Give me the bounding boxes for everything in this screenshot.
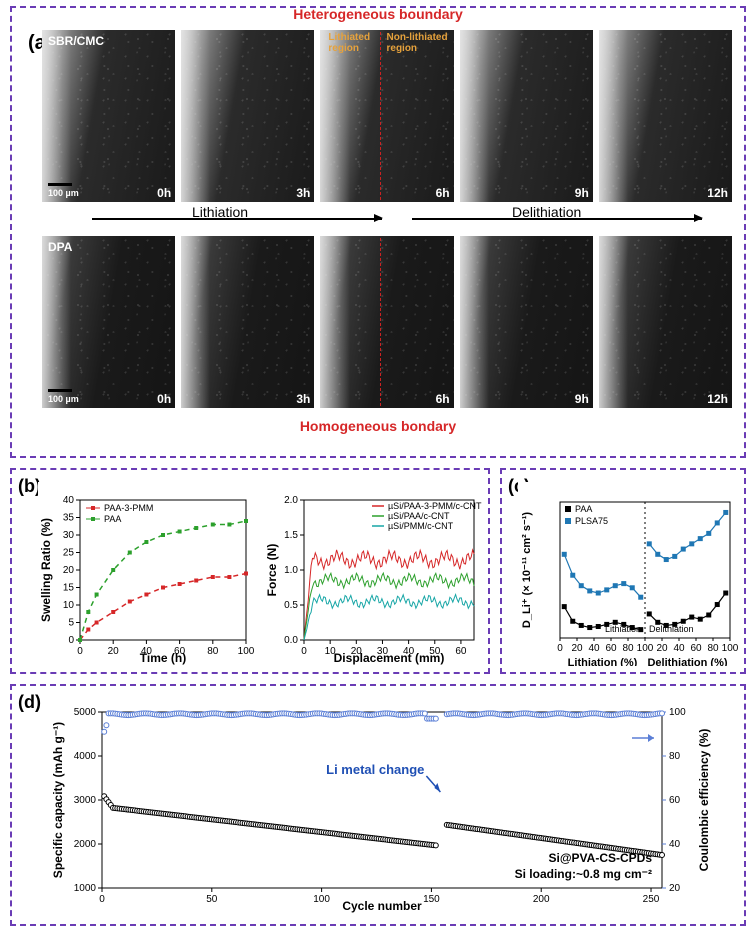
panel-d: (d) 0 50 100 150 200 250 1000 2000 3000 4000 5000 2…	[10, 684, 746, 926]
svg-text:60: 60	[605, 643, 617, 654]
svg-text:80: 80	[622, 643, 634, 654]
svg-text:20: 20	[571, 643, 583, 654]
svg-text:0: 0	[77, 646, 83, 657]
svg-text:Cycle number: Cycle number	[342, 899, 422, 913]
svg-text:1.0: 1.0	[284, 565, 298, 576]
svg-text:Lithiation (%): Lithiation (%)	[568, 657, 638, 666]
svg-text:250: 250	[643, 894, 660, 905]
svg-text:0: 0	[557, 643, 563, 654]
micrograph: 100 µmSBR/CMC0h	[42, 30, 175, 202]
svg-text:4000: 4000	[74, 751, 97, 762]
svg-text:100: 100	[722, 643, 739, 654]
micrograph: 3h	[181, 30, 314, 202]
svg-text:PAA: PAA	[575, 504, 592, 514]
svg-text:Delithiation: Delithiation	[649, 624, 694, 634]
svg-text:50: 50	[206, 894, 218, 905]
svg-text:µSi/PAA/c-CNT: µSi/PAA/c-CNT	[388, 511, 450, 521]
micrograph: 9h	[460, 30, 593, 202]
svg-text:Displacement (mm): Displacement (mm)	[334, 651, 445, 665]
svg-text:Force (N): Force (N)	[265, 544, 279, 597]
svg-text:PAA: PAA	[104, 514, 121, 524]
svg-text:PLSA75: PLSA75	[575, 516, 608, 526]
svg-text:0.5: 0.5	[284, 600, 298, 611]
swelling-plot: 0204060801000510152025303540Time (h)Swel…	[38, 482, 254, 666]
sbr-cmc-row: 100 µmSBR/CMC0h3hLithiatedregionNon-lith…	[42, 30, 732, 202]
micrograph: LithiatedregionNon-lithiatedregion6h	[320, 30, 453, 202]
svg-text:5000: 5000	[74, 707, 97, 718]
svg-text:Li metal change: Li metal change	[326, 762, 424, 777]
panel-b: (b) 0204060801000510152025303540Time (h)…	[10, 468, 490, 674]
svg-text:60: 60	[455, 646, 467, 657]
svg-text:80: 80	[669, 751, 681, 762]
svg-text:40: 40	[669, 839, 681, 850]
svg-text:1000: 1000	[74, 883, 97, 894]
svg-text:40: 40	[588, 643, 600, 654]
svg-text:Coulombic efficiency (%): Coulombic efficiency (%)	[697, 729, 711, 872]
svg-text:Si loading:~0.8 mg cm⁻²: Si loading:~0.8 mg cm⁻²	[515, 867, 652, 881]
svg-text:1.5: 1.5	[284, 530, 298, 541]
panel-c: (c) 02020404060608080100100Lithiation (%…	[500, 468, 746, 674]
svg-text:5: 5	[68, 618, 74, 629]
svg-text:100: 100	[637, 643, 654, 654]
svg-text:0.0: 0.0	[284, 635, 298, 646]
micrograph: 9h	[460, 236, 593, 408]
lithiation-label: Lithiation	[192, 204, 248, 220]
svg-text:150: 150	[423, 894, 440, 905]
svg-text:25: 25	[63, 548, 75, 559]
svg-text:0: 0	[301, 646, 307, 657]
svg-text:20: 20	[669, 883, 681, 894]
svg-text:60: 60	[690, 643, 702, 654]
svg-text:200: 200	[533, 894, 550, 905]
svg-text:3000: 3000	[74, 795, 97, 806]
svg-text:60: 60	[669, 795, 681, 806]
peel-plot: 01020304050600.00.51.01.52.0Displacement…	[264, 482, 482, 666]
panel-a: Heterogeneous boundary (a) 100 µmSBR/CMC…	[10, 6, 746, 458]
svg-text:2000: 2000	[74, 839, 97, 850]
micrograph: 12h	[599, 236, 732, 408]
svg-text:0: 0	[68, 635, 74, 646]
svg-text:100: 100	[313, 894, 330, 905]
svg-text:80: 80	[707, 643, 719, 654]
svg-text:Si@PVA-CS-CPDs: Si@PVA-CS-CPDs	[549, 851, 653, 865]
diffusion-plot: 02020404060608080100100Lithiation (%)Del…	[518, 482, 740, 666]
svg-text:Delithiation (%): Delithiation (%)	[647, 657, 727, 666]
svg-text:40: 40	[673, 643, 685, 654]
svg-text:35: 35	[63, 513, 75, 524]
svg-text:20: 20	[108, 646, 120, 657]
cycling-plot: 0 50 100 150 200 250 1000 2000 3000 4000 5000 20 40 6…	[46, 696, 724, 918]
svg-text:20: 20	[63, 565, 75, 576]
svg-text:Specific capacity (mAh g⁻¹): Specific capacity (mAh g⁻¹)	[51, 722, 65, 878]
svg-text:80: 80	[207, 646, 219, 657]
dpa-row: 100 µmDPA0h3h6h9h12h	[42, 236, 732, 408]
panel-d-label: (d)	[18, 692, 41, 713]
svg-text:PAA-3-PMM: PAA-3-PMM	[104, 503, 153, 513]
svg-text:100: 100	[238, 646, 254, 657]
delithiation-label: Delithiation	[512, 204, 581, 220]
svg-text:40: 40	[63, 495, 75, 506]
svg-text:10: 10	[63, 600, 75, 611]
micrograph: 12h	[599, 30, 732, 202]
svg-text:2.0: 2.0	[284, 495, 298, 506]
panel-a-top-caption: Heterogeneous boundary	[293, 6, 463, 22]
micrograph: 100 µmDPA0h	[42, 236, 175, 408]
svg-text:0: 0	[99, 894, 105, 905]
svg-text:D_Li⁺ (× 10⁻¹¹ cm² s⁻¹): D_Li⁺ (× 10⁻¹¹ cm² s⁻¹)	[521, 512, 533, 628]
micrograph: 6h	[320, 236, 453, 408]
svg-text:µSi/PAA-3-PMM/c-CNT: µSi/PAA-3-PMM/c-CNT	[388, 501, 482, 511]
svg-text:µSi/PMM/c-CNT: µSi/PMM/c-CNT	[388, 521, 454, 531]
micrograph: 3h	[181, 236, 314, 408]
svg-text:30: 30	[63, 530, 75, 541]
svg-text:100: 100	[669, 707, 686, 718]
svg-text:Time (h): Time (h)	[140, 651, 186, 665]
svg-text:Swelling Ratio (%): Swelling Ratio (%)	[39, 518, 53, 622]
svg-text:20: 20	[656, 643, 668, 654]
panel-a-bottom-caption: Homogeneous bondary	[300, 418, 456, 434]
svg-text:15: 15	[63, 583, 75, 594]
